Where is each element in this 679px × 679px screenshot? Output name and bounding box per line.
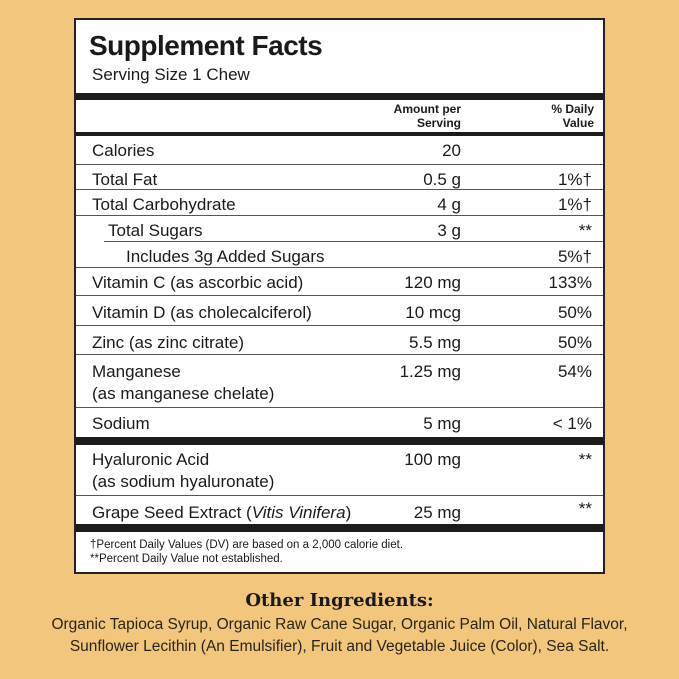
nutrient-row: Calories 20	[76, 136, 603, 165]
nutrient-row: Manganese (as manganese chelate) 1.25 mg 54…	[76, 355, 603, 408]
nutrient-row: Total Carbohydrate 4 g 1%†	[76, 190, 603, 216]
footnotes: †Percent Daily Values (DV) are based on …	[90, 539, 404, 565]
other-ingredients-text: Organic Tapioca Syrup, Organic Raw Cane …	[51, 616, 628, 655]
nutrient-row: Total Sugars 3 g **	[104, 216, 603, 242]
supplement-facts-panel: Supplement Facts Serving Size 1 Chew Amo…	[74, 18, 605, 574]
nutrient-row: Grape Seed Extract (Vitis Vinifera) 25 mg…	[92, 499, 592, 522]
dv-header: % Daily Value	[551, 102, 594, 130]
amount-header: Amount per Serving	[393, 102, 461, 130]
thick-rule	[76, 524, 603, 532]
nutrient-row: Hyaluronic Acid (as sodium hyaluronate) 10…	[76, 445, 603, 496]
nutrient-row: Total Fat 0.5 g 1%†	[76, 165, 603, 190]
panel-title: Supplement Facts	[89, 30, 323, 61]
other-ingredients-title: Other Ingredients:	[245, 590, 434, 611]
thick-rule	[76, 93, 603, 100]
nutrient-row: Vitamin C (as ascorbic acid) 120 mg 133%	[76, 268, 603, 296]
nutrient-row: Zinc (as zinc citrate) 5.5 mg 50%	[76, 326, 603, 355]
thick-rule	[76, 132, 603, 136]
nutrient-row: Includes 3g Added Sugars 5%†	[76, 242, 603, 268]
serving-size: Serving Size 1 Chew	[92, 65, 250, 84]
nutrient-row: Vitamin D (as cholecalciferol) 10 mcg 50%	[76, 296, 603, 326]
nutrient-row: Sodium 5 mg < 1%	[92, 414, 592, 433]
thick-rule	[76, 437, 603, 445]
